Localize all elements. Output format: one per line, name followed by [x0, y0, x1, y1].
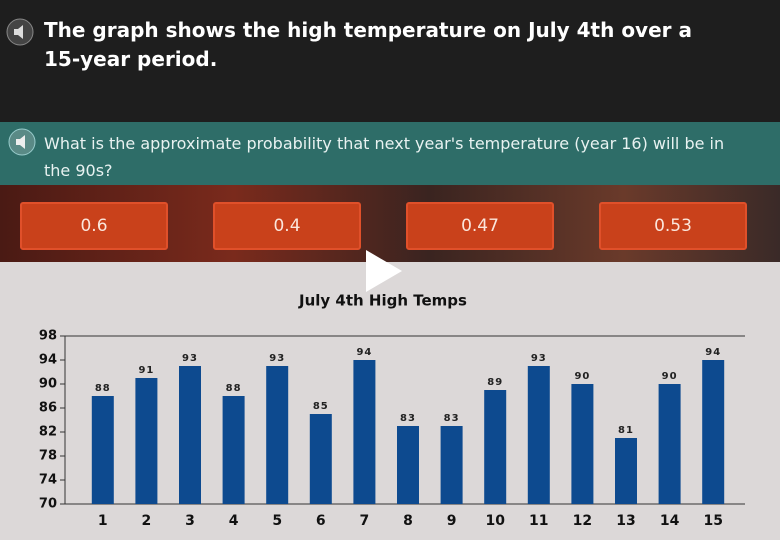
- y-tick-label: 70: [39, 497, 57, 512]
- bar: [658, 384, 681, 504]
- answer-option[interactable]: 0.4: [213, 202, 361, 250]
- x-tick-label: 12: [573, 513, 592, 529]
- data-label: 93: [269, 353, 285, 364]
- data-label: 93: [531, 353, 547, 364]
- data-label: 83: [400, 413, 416, 424]
- bar: [179, 366, 201, 504]
- answer-option[interactable]: 0.6: [20, 202, 168, 250]
- x-tick-label: 11: [529, 513, 548, 529]
- question-text: The graph shows the high temperature on …: [44, 18, 692, 71]
- prompt-bar: What is the approximate probability that…: [0, 122, 780, 185]
- audio-icon[interactable]: [6, 18, 34, 46]
- data-label: 88: [95, 383, 111, 394]
- x-tick-label: 3: [185, 513, 195, 529]
- bar: [309, 414, 332, 504]
- data-label: 89: [487, 377, 503, 388]
- data-label: 90: [574, 371, 590, 382]
- answer-option[interactable]: 0.53: [599, 202, 747, 250]
- y-tick-label: 86: [39, 401, 57, 416]
- x-tick-label: 13: [616, 513, 635, 529]
- chart-title: July 4th High Temps: [298, 292, 467, 310]
- play-button[interactable]: [366, 250, 402, 292]
- x-tick-label: 9: [447, 513, 457, 529]
- data-label: 93: [182, 353, 198, 364]
- bar: [91, 396, 114, 504]
- prompt-text: What is the approximate probability that…: [44, 134, 725, 180]
- data-label: 81: [618, 425, 634, 436]
- data-label: 85: [313, 401, 329, 412]
- audio-icon[interactable]: [8, 128, 36, 156]
- data-label: 91: [138, 365, 154, 376]
- question-bar: The graph shows the high temperature on …: [0, 0, 780, 120]
- y-tick-label: 74: [39, 473, 57, 488]
- x-tick-label: 7: [360, 513, 370, 529]
- bar: [527, 366, 550, 504]
- bar: [353, 360, 376, 504]
- bar: [397, 426, 419, 504]
- x-tick-label: 14: [660, 513, 680, 529]
- bar: [615, 438, 637, 504]
- bar: [702, 360, 725, 504]
- x-tick-label: 5: [272, 513, 282, 529]
- bar: [135, 378, 158, 504]
- x-tick-label: 15: [703, 513, 722, 529]
- bar: [266, 366, 289, 504]
- answer-option[interactable]: 0.47: [406, 202, 554, 250]
- data-label: 83: [444, 413, 460, 424]
- y-tick-label: 82: [39, 425, 57, 440]
- data-label: 94: [705, 347, 721, 358]
- data-label: 90: [662, 371, 678, 382]
- data-label: 94: [356, 347, 372, 358]
- bar: [222, 396, 245, 504]
- x-tick-label: 6: [316, 513, 326, 529]
- x-tick-label: 4: [229, 513, 239, 529]
- bar: [484, 390, 507, 504]
- y-tick-label: 90: [39, 377, 57, 392]
- x-tick-label: 10: [485, 513, 505, 529]
- chart-background: [0, 262, 780, 540]
- y-tick-label: 94: [39, 353, 57, 368]
- bar: [571, 384, 594, 504]
- x-tick-label: 2: [142, 513, 152, 529]
- x-tick-label: 1: [98, 513, 108, 529]
- y-tick-label: 78: [39, 449, 57, 464]
- data-label: 88: [226, 383, 242, 394]
- x-tick-label: 8: [403, 513, 413, 529]
- bar: [440, 426, 463, 504]
- y-tick-label: 98: [39, 329, 57, 344]
